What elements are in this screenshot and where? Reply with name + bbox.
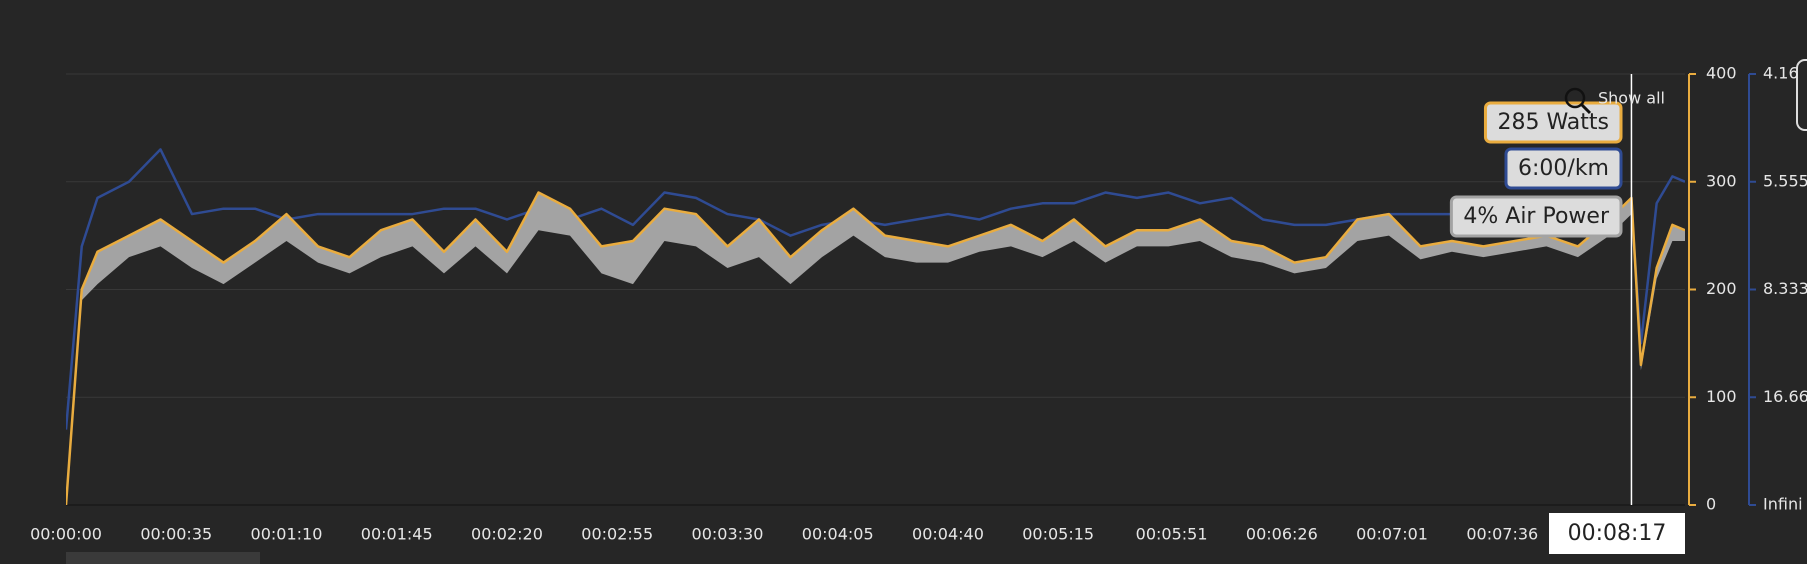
power-line [66, 191, 1685, 505]
cursor-time-box [1549, 513, 1685, 554]
tooltip-box [1449, 195, 1623, 238]
x-tick-label: 00:07:01 [1356, 525, 1428, 544]
tooltip-box [1504, 147, 1623, 190]
tooltip-text: 285 Watts [1497, 110, 1609, 135]
x-tick-label: 00:03:30 [692, 525, 764, 544]
x-tick-label: 00:01:10 [251, 525, 323, 544]
y2-tick-label: 5.555 [1763, 171, 1807, 190]
x-tick-label: 00:00:35 [140, 525, 212, 544]
y-tick-label: 100 [1706, 387, 1737, 406]
y-tick-label: 300 [1706, 171, 1737, 190]
cursor-time-label: 00:08:17 [1568, 521, 1667, 546]
side-panel-edge [1796, 59, 1807, 131]
x-tick-label: 00:04:05 [802, 525, 874, 544]
y-tick-label: 200 [1706, 279, 1737, 298]
zoom-icon [1564, 87, 1586, 109]
tooltip-text: 6:00/km [1518, 156, 1609, 181]
x-tick-label: 00:01:45 [361, 525, 433, 544]
tooltip-box [1483, 101, 1623, 144]
y-tick-label: 0 [1706, 495, 1716, 514]
x-tick-label: 00:02:55 [581, 525, 653, 544]
x-tick-label: 00:04:40 [912, 525, 984, 544]
x-tick-label: 00:00:00 [30, 525, 102, 544]
x-tick-label: 00:02:20 [471, 525, 543, 544]
y2-tick-label: 8.333 [1763, 279, 1807, 298]
x-tick-label: 00:05:15 [1022, 525, 1094, 544]
tooltip-text: 4% Air Power [1463, 204, 1610, 229]
y2-tick-label: 16.66 [1763, 387, 1807, 406]
zoom-icon-handle [1580, 103, 1592, 115]
y-tick-label: 400 [1706, 64, 1737, 83]
y2-tick-label: Infini [1763, 495, 1803, 514]
x-tick-label: 00:05:51 [1136, 525, 1208, 544]
x-tick-label: 00:06:26 [1246, 525, 1318, 544]
show-all-button[interactable]: Show all [1598, 89, 1665, 108]
y2-tick-label: 4.16 [1763, 64, 1799, 83]
scrollbar[interactable] [66, 552, 260, 564]
x-tick-label: 00:07:36 [1466, 525, 1538, 544]
